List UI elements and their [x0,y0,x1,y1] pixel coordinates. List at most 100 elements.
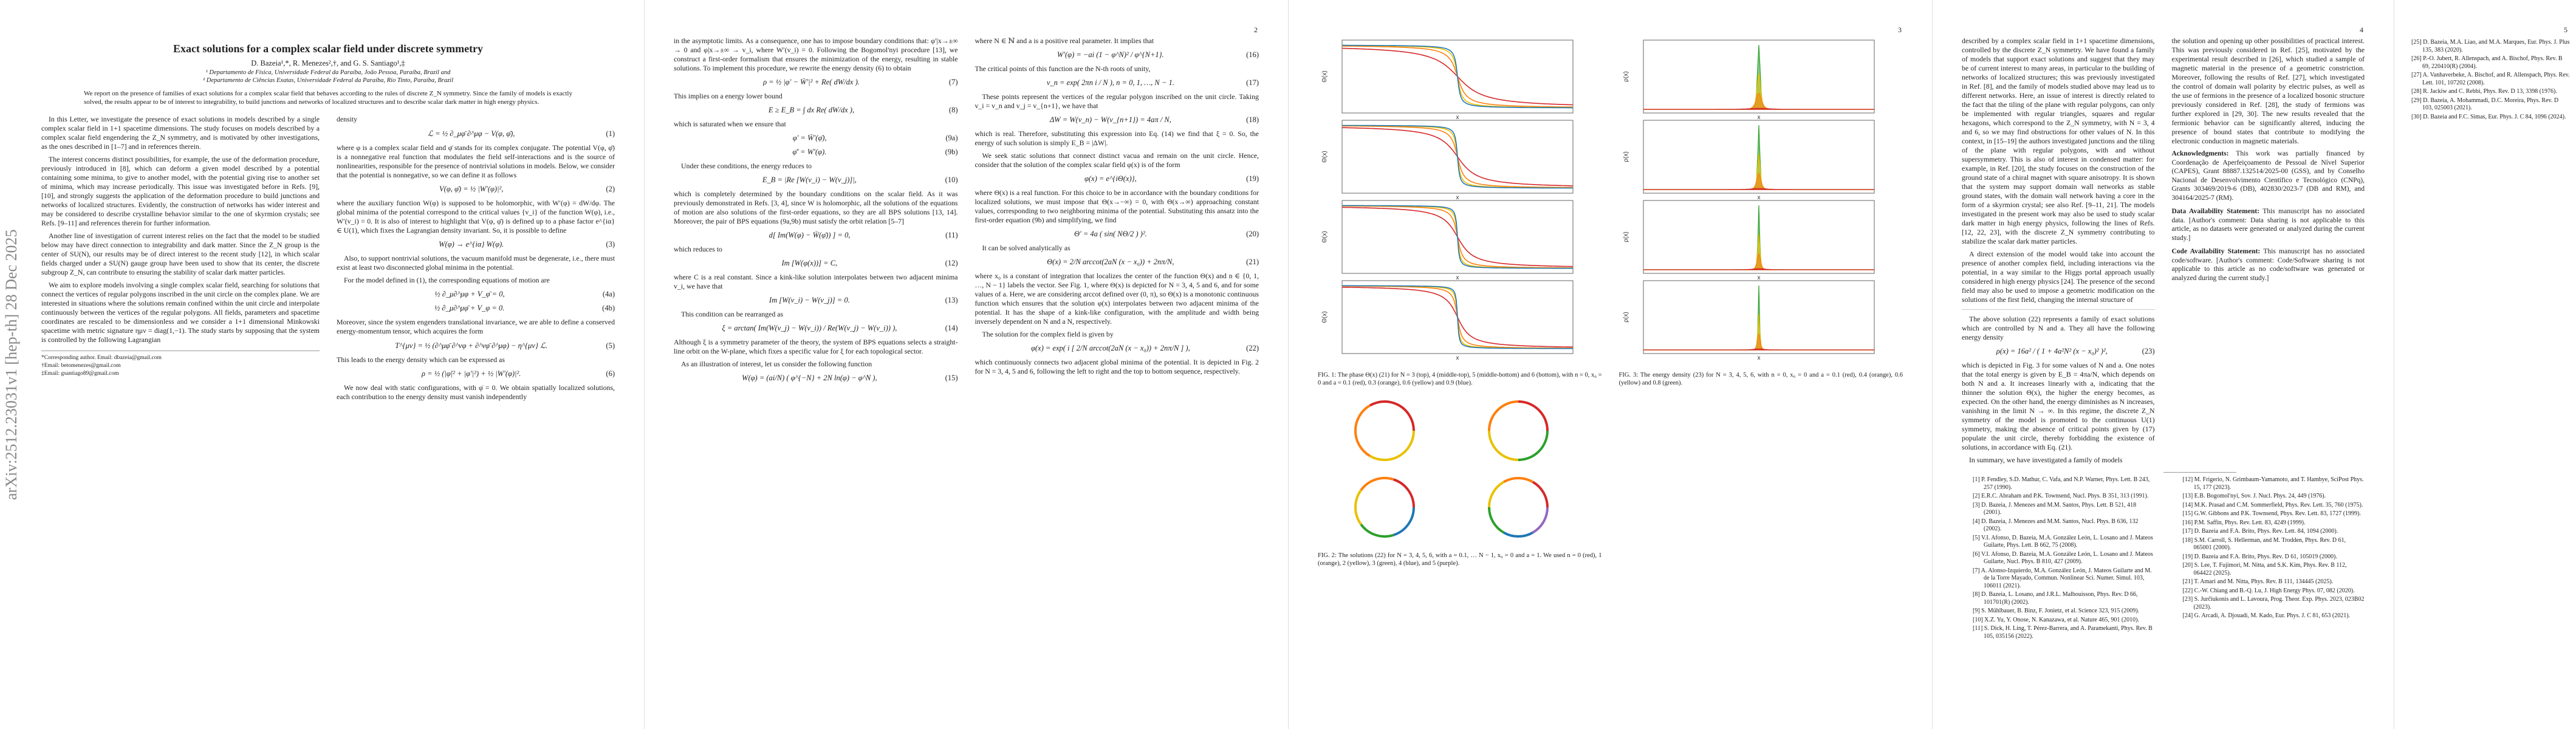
equation: Im [W(φ(x))] = C, (12) [781,259,958,267]
equation: ½ ∂_μ∂^μφ̄ + V_φ = 0. (4b) [434,304,615,312]
equation: ρ = ½ (|φ̇|² + |φ′|²) + ½ |W′(φ)|². (6) [422,369,615,378]
solution-arc [1487,481,1505,508]
reference-item: [20] S. Lee, T. Fujimori, M. Nitta, and … [2182,562,2347,577]
page1-left-column: In this Letter, we investigate the prese… [41,115,320,405]
figure-2-caption: FIG. 2: The solutions (22) for N = 3, 4,… [1318,552,1602,567]
paragraph: which is saturated when we ensure that [674,120,786,128]
paper-title: Exact solutions for a complex scalar fie… [173,43,484,55]
x-axis-label: x [1757,194,1760,201]
reference-item: [11] S. Dick, H. Ling, T. Pérez-Barrera,… [1973,625,2153,640]
data-availability: Data Availability Statement: This manusc… [2172,207,2365,242]
abstract: We report on the presence of families of… [84,90,572,106]
reference-item: [9] S. Mühlbauer, B. Binz, F. Jonietz, e… [1973,608,2140,614]
paragraph: This leads to the energy density which c… [337,355,505,364]
code-availability: Code Availability Statement: This manusc… [2172,247,2365,282]
paragraph: We aim to explore models involving a sin… [41,281,320,344]
paragraph: density [337,115,358,123]
reference-item: [19] D. Bazeia and F.A. Brito, Phys. Rev… [2182,553,2337,560]
theta-curve [1342,205,1573,269]
reference-item: [12] M. Frigerio, N. Grimbaum-Yamamoto, … [2182,476,2364,491]
page-number: 5 [2564,26,2567,34]
solution-arc [1360,523,1394,538]
acknowledgments-text: This work was partially financed by Coor… [2171,150,2365,202]
page-number: 2 [1254,26,1258,34]
paragraph: which is real. Therefore, substituting t… [975,129,1259,147]
reference-item: [13] E.B. Bogomol'nyi, Sov. J. Nucl. Phy… [2182,493,2326,499]
reference-item: [24] G. Arcadi, A. Djouadi, M. Kado, Eur… [2182,612,2351,619]
paragraph: the solution and opening up other possib… [2171,36,2365,145]
solution-arc [1369,430,1415,461]
solution-arc [1369,400,1415,431]
paragraph: where N ∈ ℕ and a is a positive real par… [975,36,1154,45]
reference-item: [1] P. Fendley, S.D. Mathur, C. Vafa, an… [1973,476,2150,491]
energy-density-curve [1643,268,1874,270]
equation: ½ ∂_μ∂^μφ + V_φ̄ = 0, (4a) [434,290,615,298]
equation: φ(x) = e^{iΘ(x)}, (19) [1084,174,1259,183]
x-axis-label: x [1456,194,1459,201]
x-axis-label: x [1456,275,1459,281]
references-right: [12] M. Frigerio, N. Grimbaum-Yamamoto, … [2172,476,2365,642]
page-1: Exact solutions for a complex scalar fie… [0,0,644,729]
paragraph: where Θ(x) is a real function. For this … [975,188,1259,224]
acknowledgments: Acknowledgments: This work was partially… [2172,149,2365,202]
footnote: *Corresponding author. Email: dbazeia@gm… [41,355,162,361]
y-axis-label: Θ(x) [1321,231,1328,242]
references: [1] P. Fendley, S.D. Mathur, C. Vafa, an… [1962,476,2365,643]
page-number: 3 [1898,26,1902,34]
solution-arc [1354,404,1371,457]
paragraph: which is depicted in Fig. 3 for some val… [1962,361,2155,451]
equation: W′(φ) = −ai (1 − φ^N)² / φ^{N+1}. (16) [1057,50,1259,59]
paragraph: where φ is a complex scalar field and φ̄… [337,143,615,179]
reference-item: [28] R. Jackiw and C. Rebbi, Phys. Rev. … [2411,88,2557,95]
paragraph: This implies on a energy lower bound [674,92,783,100]
solution-arc [1360,477,1394,491]
page-3: 3 Θ(x) x Θ(x) x Θ(x) x Θ(x) x FIG. 1: The phase… [1288,0,1932,729]
energy-density-curve [1643,348,1874,351]
equation: Im [W(v_i) − W(v_j)] = 0. (13) [769,296,958,304]
figure-1-and-2-column: Θ(x) x Θ(x) x Θ(x) x Θ(x) x FIG. 1: The phase Θ… [1318,36,1602,573]
reference-item: [23] S. Jurčiukonis and L. Lavoura, Prog… [2182,596,2365,611]
equation: W(φ) = (ai/N) ( φ^{−N} + 2N ln(φ) − φ^N … [742,374,958,382]
paragraph: which continuously connects two adjacent… [975,358,1259,375]
paragraph: which reduces to [674,245,722,253]
x-axis-label: x [1456,355,1459,361]
paragraph: where the auxiliary function W(φ) is sup… [337,199,615,234]
equation: ℒ = ½ ∂_μφ̄ ∂^μφ − V(φ, φ̄), (1) [428,129,615,139]
reference-item: [25] D. Bazeia, M.A. Liao, and M.A. Marq… [2411,39,2570,53]
paragraph: in the asymptotic limits. As a consequen… [674,36,958,72]
equation: v_n = exp( 2πn i / N ), n = 0, 1, …, N −… [1046,78,1259,87]
solution-arc [1503,477,1533,484]
equation: φ(x) = exp( i [ 2/N arccot(2aN (x − x₀))… [1030,344,1259,352]
reference-item: [10] X.Z. Yu, Y. Onose, N. Kanazawa, et … [1973,616,2140,623]
paragraph: In this Letter, we investigate the prese… [41,115,320,151]
equation: Θ(x) = 2/N arccot(2aN (x − x₀)) + 2nπ/N,… [1047,258,1259,266]
paragraph: Although ξ is a symmetry parameter of th… [674,338,958,355]
reference-item: [17] D. Bazeia and F.A. Brito, Phys. Rev… [2182,528,2338,535]
energy-density-curve [1643,188,1874,190]
solution-arc [1393,507,1416,536]
paragraph: For the model defined in (1), the corres… [344,276,550,284]
reference-item: [18] S.M. Carroll, S. Hellerman, and M. … [2182,536,2346,552]
x-axis-label: x [1757,275,1760,281]
paragraph: The critical points of this function are… [975,64,1151,73]
x-axis-label: x [1456,114,1459,121]
solution-arc [1354,489,1362,525]
references-continued: [25] D. Bazeia, M.A. Liao, and M.A. Marq… [2400,39,2570,121]
reference-item: [27] A. Vanhaverbeke, A. Bischof, and R.… [2411,72,2570,86]
figure-2-unit-circle-solutions [1354,400,1549,538]
equation: ξ = arctan( Im(W(v_j) − W(v_i)) / Re(W(v… [722,324,958,332]
paragraph: It can be solved analytically as [982,244,1070,252]
y-axis-label: ρ(x) [1623,71,1629,81]
page4-left-column: described by a complex scalar field in 1… [1962,36,2155,468]
reference-item: [29] D. Bazeia, A. Mohammadi, D.C. Morei… [2411,97,2559,112]
solution-arc [1393,478,1416,508]
theta-curve [1342,285,1573,349]
equation: ρ = ½ |φ′ − W̄′|² + Re( dW/dx ). (7) [763,78,958,86]
y-axis-label: Θ(x) [1321,151,1328,162]
footnotes: *Corresponding author. Email: dbazeia@gm… [41,351,320,377]
reference-item: [15] G.W. Gibbons and P.K. Townsend, Phy… [2182,510,2361,517]
references-left: [1] P. Fendley, S.D. Mathur, C. Vafa, an… [1962,476,2155,642]
paragraph: This condition can be rearranged as [681,310,784,318]
paragraph: Also, to support nontrivial solutions, t… [337,254,615,272]
equation: φ̄′ = W′(φ). (9b) [792,148,958,156]
